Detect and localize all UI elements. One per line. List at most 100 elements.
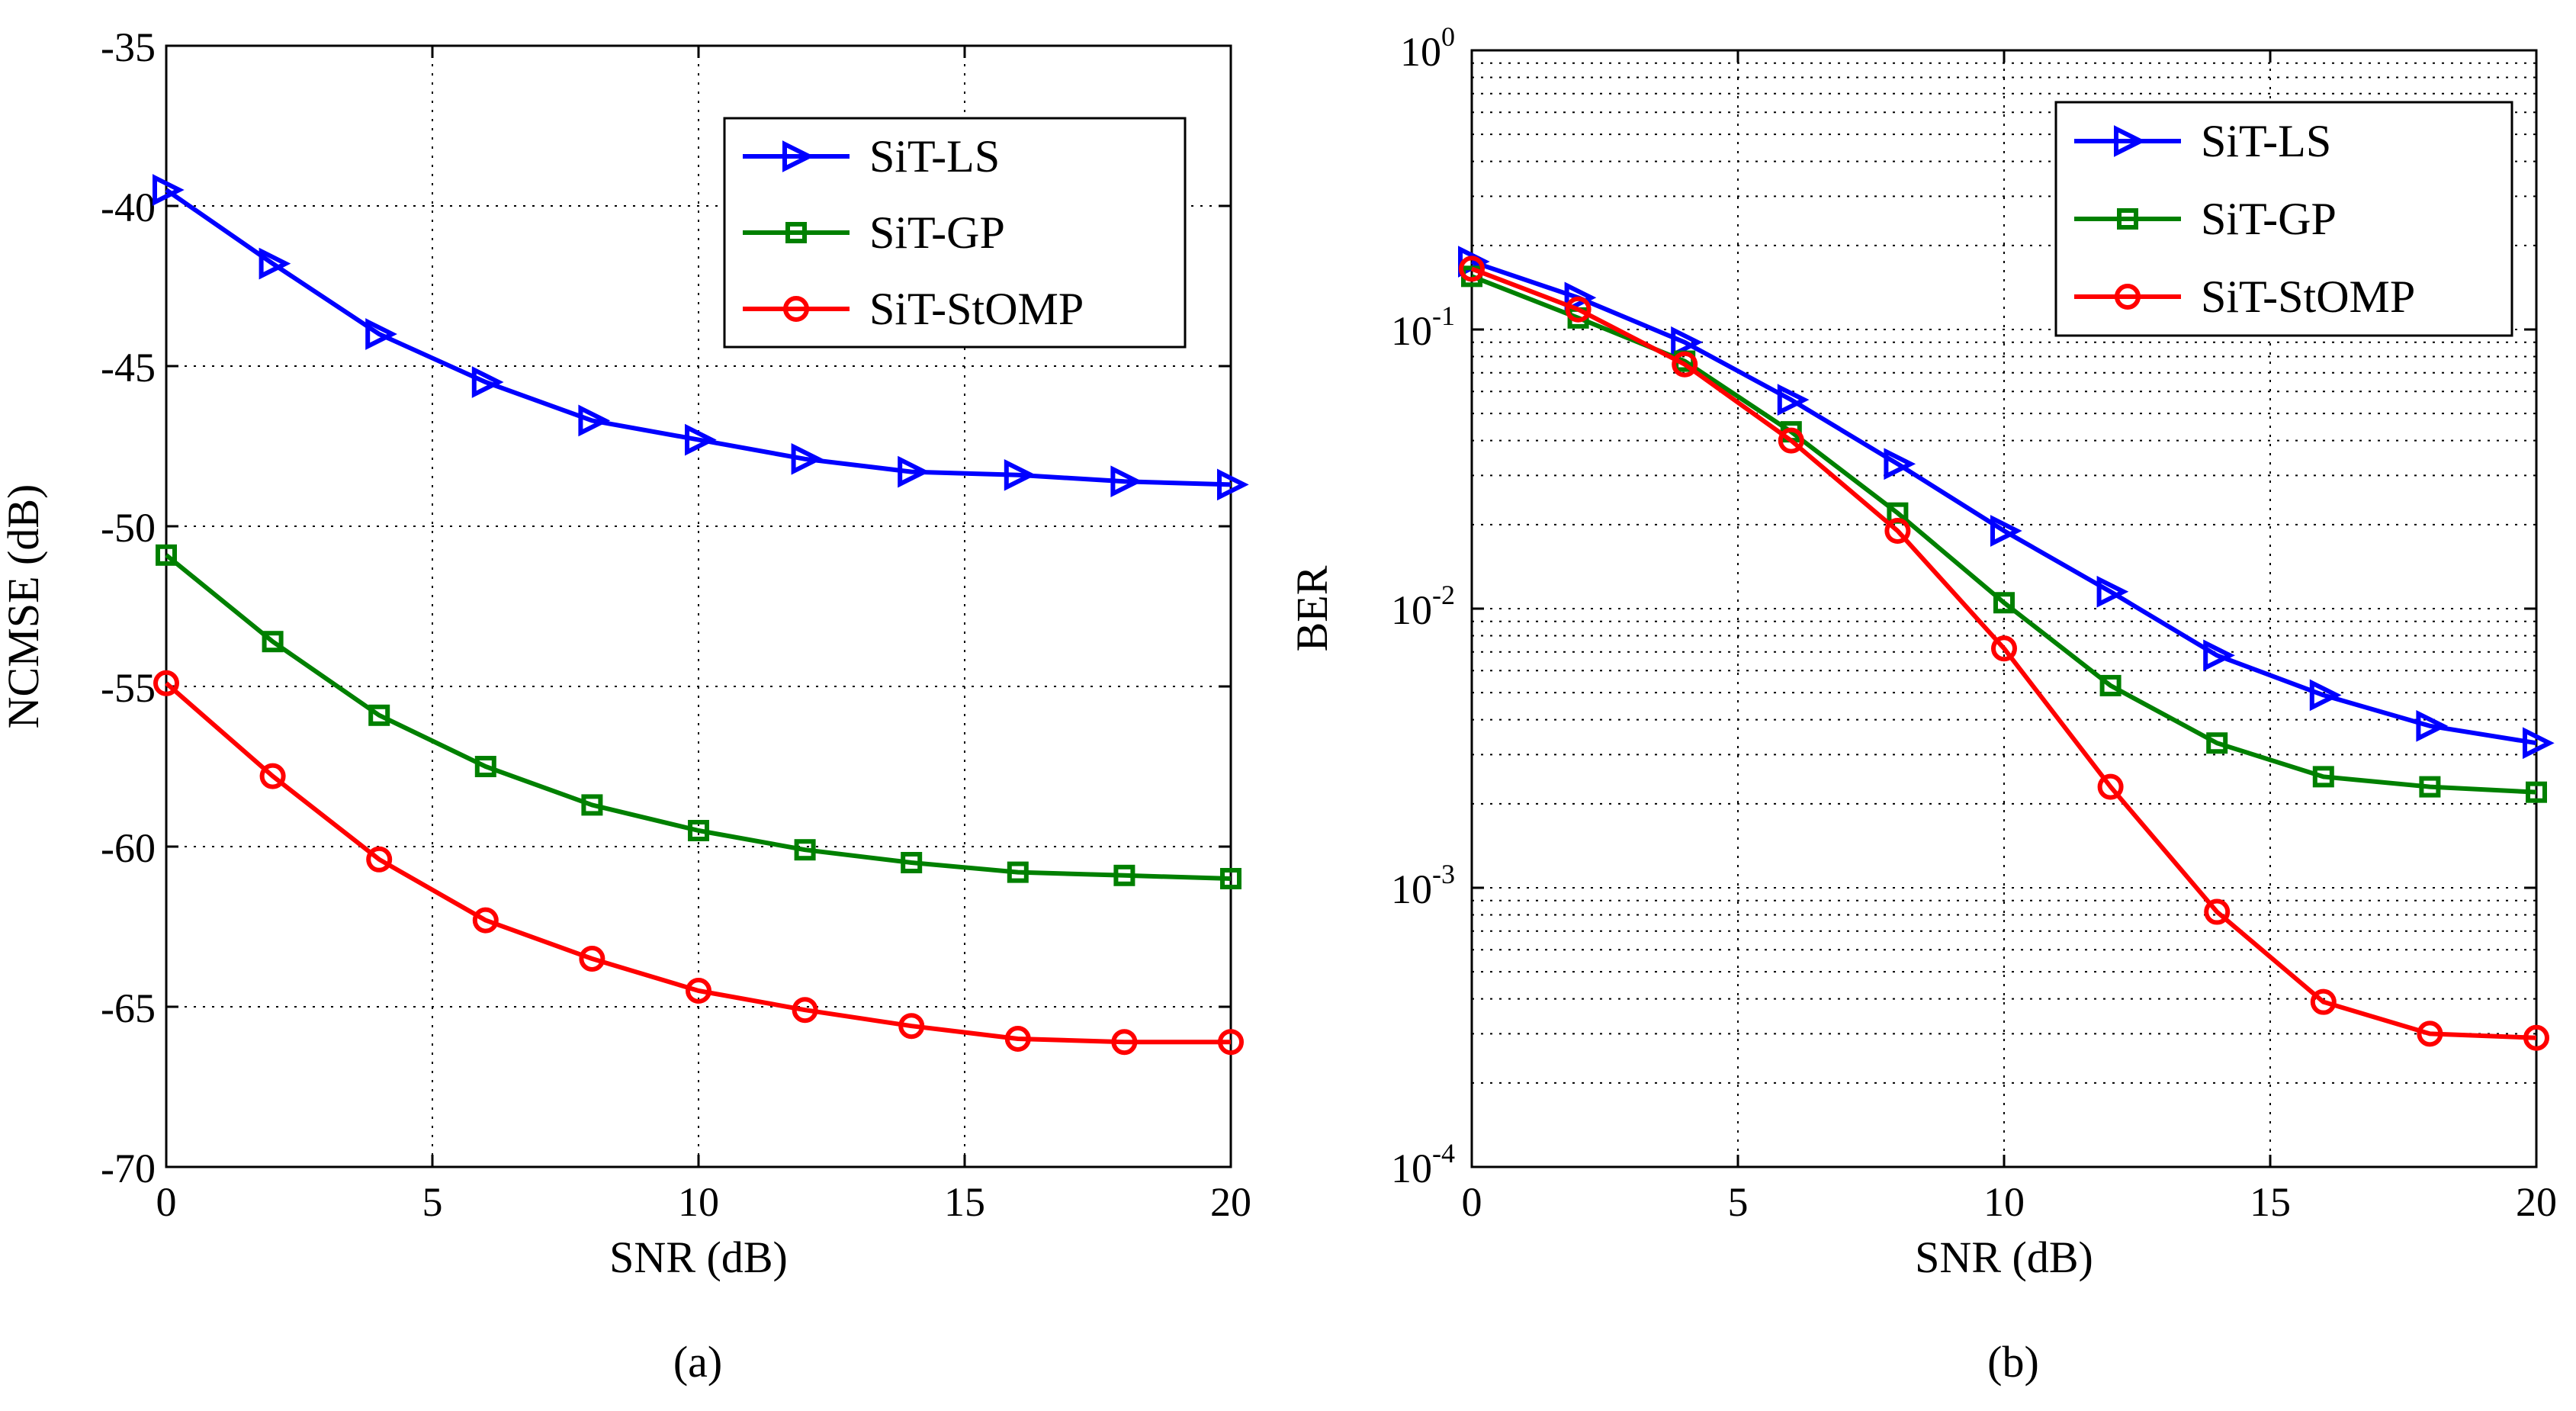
a-point-sit-ls-6 (471, 366, 504, 398)
b-point-sit-stomp-8 (1884, 517, 1911, 544)
b-point-sit-ls-20 (2523, 727, 2555, 760)
b-x-axis-label: SNR (dB) (1915, 1233, 2093, 1282)
a-ytick-label-65: -65 (101, 985, 156, 1031)
a-y-axis-label: NCMSE (dB) (0, 484, 48, 729)
a-ticks: 0 5 10 15 20 -35 -40 -45 -50 -55 -60 -65 -70 (101, 24, 1251, 1225)
b-point-sit-ls-18 (2416, 709, 2449, 742)
a-ytick-label-70: -70 (101, 1146, 156, 1191)
b-series-sit-stomp (1459, 256, 2549, 1051)
a-point-sit-gp-16 (1007, 861, 1029, 883)
a-point-sit-stomp-16 (1004, 1026, 1031, 1052)
a-point-sit-ls-12 (791, 442, 824, 475)
a-point-sit-stomp-6 (472, 907, 499, 934)
b-ytick-label-0: 100 (1400, 21, 1455, 75)
a-ytick-label-60: -60 (101, 825, 156, 871)
a-point-sit-stomp-4 (366, 846, 393, 873)
a-point-sit-gp-2 (262, 631, 284, 653)
b-point-sit-stomp-14 (2204, 898, 2231, 925)
a-legend-marker-sit-gp (785, 222, 807, 243)
b-xtick-label-0: 0 (1462, 1179, 1482, 1225)
b-legend-marker-sit-ls (2114, 125, 2146, 157)
a-ytick-label-35: -35 (101, 24, 156, 70)
b-point-sit-gp-10 (1993, 592, 2015, 614)
a-ytick-label-50: -50 (101, 505, 156, 551)
a-legend: SiT-LS SiT-GP SiT-StOMP (723, 117, 1187, 349)
b-point-sit-ls-12 (2096, 575, 2129, 608)
a-point-sit-gp-12 (794, 839, 816, 861)
a-point-sit-stomp-12 (792, 997, 818, 1024)
b-legend-label-sit-stomp: SiT-StOMP (2201, 272, 2415, 322)
b-point-sit-ls-10 (1990, 515, 2022, 547)
b-ytick-label-4: 10-4 (1391, 1138, 1455, 1191)
b-ytick-label-1: 10-1 (1391, 301, 1455, 354)
a-xtick-label-15: 15 (944, 1179, 985, 1225)
b-line-sit-stomp (1470, 266, 2537, 1040)
a-point-sit-ls-18 (1110, 465, 1143, 498)
panel-a-ncmse-chart: 0 5 10 15 20 -35 -40 -45 -50 -55 -60 -65 -70 SNR (dB)… (0, 24, 1251, 1282)
a-point-sit-gp-10 (688, 820, 709, 841)
b-grid (1472, 50, 2536, 1167)
b-point-sit-stomp-10 (1991, 635, 2017, 662)
a-ytick-label-55: -55 (101, 665, 156, 711)
b-legend-label-sit-gp: SiT-GP (2201, 194, 2337, 244)
b-point-sit-ls-6 (1777, 384, 1810, 416)
a-xtick-label-0: 0 (156, 1179, 177, 1225)
a-ytick-label-45: -45 (101, 345, 156, 391)
panel-b-ber-chart: 0 5 10 15 20 100 10-1 10-2 10-3 10-4 SNR (dB) BER Si… (1287, 21, 2557, 1282)
b-legend-item-sit-ls: SiT-LS (2074, 116, 2331, 166)
b-legend-marker-sit-gp (2117, 208, 2138, 230)
a-legend-label-sit-gp: SiT-GP (869, 207, 1005, 258)
a-legend-label-sit-ls: SiT-LS (869, 131, 1000, 182)
a-point-sit-gp-6 (474, 756, 496, 777)
a-series-sit-stomp (153, 670, 1244, 1056)
a-legend-item-sit-stomp: SiT-StOMP (743, 284, 1084, 334)
a-point-sit-gp-0 (156, 544, 177, 566)
a-point-sit-stomp-20 (1218, 1029, 1244, 1056)
b-point-sit-stomp-4 (1672, 351, 1698, 378)
b-point-sit-stomp-12 (2097, 773, 2124, 800)
b-ytick-label-2: 10-2 (1391, 580, 1455, 633)
a-point-sit-gp-20 (1220, 868, 1241, 889)
b-legend-label-sit-ls: SiT-LS (2201, 116, 2331, 166)
b-point-sit-gp-18 (2419, 776, 2441, 798)
a-xtick-label-20: 20 (1210, 1179, 1251, 1225)
a-xtick-label-5: 5 (422, 1179, 443, 1225)
a-point-sit-ls-8 (578, 404, 611, 437)
a-line-sit-ls (165, 188, 1232, 487)
a-point-sit-gp-8 (581, 794, 603, 816)
b-series-sit-ls (1458, 246, 2555, 760)
a-xtick-label-10: 10 (678, 1179, 719, 1225)
a-point-sit-stomp-14 (898, 1013, 925, 1040)
a-line-sit-gp (165, 553, 1232, 881)
b-ticks: 0 5 10 15 20 100 10-1 10-2 10-3 10-4 (1391, 21, 2557, 1225)
b-y-axis-label: BER (1287, 565, 1337, 651)
a-point-sit-gp-14 (901, 852, 923, 873)
b-point-sit-gp-14 (2206, 732, 2228, 754)
a-legend-item-sit-gp: SiT-GP (743, 207, 1005, 258)
b-point-sit-stomp-20 (2523, 1024, 2549, 1051)
caption-a: (a) (673, 1337, 722, 1387)
a-point-sit-stomp-0 (153, 670, 179, 696)
b-point-sit-stomp-2 (1565, 296, 1592, 323)
b-legend-item-sit-gp: SiT-GP (2074, 194, 2337, 244)
a-point-sit-gp-18 (1113, 864, 1135, 886)
a-ytick-label-40: -40 (101, 185, 156, 230)
a-legend-label-sit-stomp: SiT-StOMP (869, 284, 1084, 334)
a-point-sit-ls-20 (1217, 468, 1249, 501)
b-point-sit-ls-14 (2203, 639, 2235, 672)
b-xtick-label-20: 20 (2516, 1179, 2557, 1225)
a-point-sit-stomp-2 (259, 763, 286, 789)
b-line-sit-ls (1471, 259, 2537, 746)
a-series-sit-ls (153, 174, 1249, 501)
a-point-sit-stomp-10 (686, 978, 711, 1004)
b-ytick-label-3: 10-3 (1391, 859, 1455, 912)
b-point-sit-stomp-0 (1459, 256, 1485, 282)
a-legend-marker-sit-ls (782, 140, 814, 172)
a-point-sit-ls-4 (365, 318, 397, 350)
b-xtick-label-15: 15 (2250, 1179, 2291, 1225)
a-point-sit-ls-0 (153, 174, 185, 206)
b-point-sit-stomp-18 (2417, 1020, 2443, 1047)
a-x-axis-label: SNR (dB) (609, 1233, 788, 1282)
a-point-sit-stomp-18 (1111, 1029, 1138, 1056)
